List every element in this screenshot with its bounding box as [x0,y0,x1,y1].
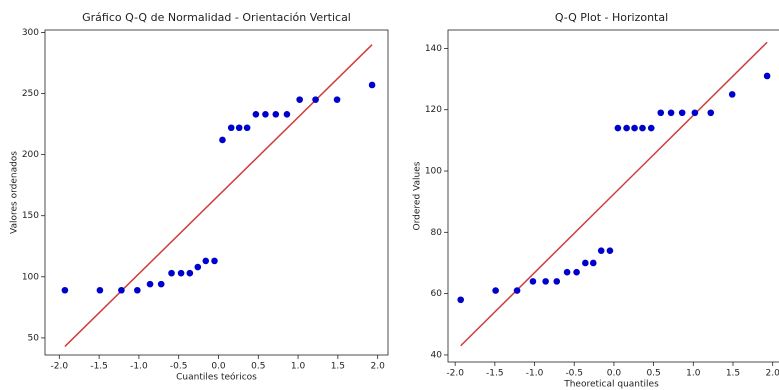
data-point [227,124,235,132]
plot-frame [44,29,389,356]
y-axis-label: Valores ordenados [10,151,20,234]
y-tick-label: 200 [22,150,39,160]
data-point [235,124,243,132]
data-point [168,269,175,277]
data-point [312,96,319,103]
chart-title: Q-Q Plot - Horizontal [555,11,668,24]
x-tick-label: 0.5 [646,369,660,379]
data-point [529,278,537,285]
x-tick-label: 1.5 [726,369,740,379]
y-tick-label: 60 [431,289,443,299]
data-point [707,109,715,117]
x-axis-label: Cuantiles teóricos [176,372,257,383]
data-point [333,96,341,103]
data-point [639,124,646,132]
data-point [368,81,376,89]
x-tick-label: 0.0 [211,362,226,372]
data-point [211,257,218,265]
data-point [728,91,736,98]
x-tick-label: 1.0 [686,369,701,379]
x-tick-label: 1.0 [291,362,306,372]
data-point [553,278,561,285]
x-axis-label: Theoretical quantiles [563,380,659,390]
data-point [763,72,771,80]
x-tick-label: 0.0 [607,369,622,379]
data-point [202,257,210,265]
y-tick-label: 150 [22,211,39,221]
data-point [573,268,580,276]
y-tick-label: 100 [22,272,39,282]
x-tick-label: -1.0 [526,369,544,379]
data-point [631,124,638,132]
x-tick-label: 2.0 [370,362,385,372]
data-point [542,278,549,285]
data-point [296,96,303,103]
chart-title: Gráfico Q-Q de Normalidad - Orientación … [82,11,351,24]
x-tick-label: 2.0 [766,369,779,379]
data-point [134,286,141,294]
data-point [667,109,675,117]
data-point [146,280,154,288]
x-tick-label: -0.5 [565,369,583,379]
data-point [647,124,655,132]
x-tick-label: -0.5 [170,362,188,372]
y-tick-label: 50 [28,333,40,343]
data-point [582,259,589,267]
data-point [691,109,699,117]
fit-line [460,41,768,347]
x-tick-label: -1.5 [486,369,504,379]
data-point [157,280,165,288]
y-tick-label: 100 [425,167,442,177]
x-tick-label: -1.0 [130,362,148,372]
data-point [589,259,597,267]
y-axis-label: Ordered Values [413,161,423,230]
data-point [597,247,605,255]
x-tick-label: -2.0 [446,369,464,379]
x-tick-label: 0.5 [251,362,265,372]
y-tick-label: 120 [425,105,442,115]
data-point [252,111,260,118]
data-point [186,269,194,277]
data-point [96,286,104,294]
data-point [678,109,686,117]
data-point [272,111,280,118]
plot-frame [447,29,779,363]
y-tick-label: 300 [22,28,39,38]
data-point [219,136,226,144]
x-tick-label: -1.5 [90,362,108,372]
data-point [513,287,521,294]
x-tick-label: 1.5 [331,362,345,372]
data-point [177,269,185,277]
data-point [118,286,125,294]
data-point [614,124,622,132]
data-point [623,124,630,132]
data-point [492,287,499,294]
data-point [61,286,69,294]
data-point [194,263,202,271]
data-point [243,124,251,132]
data-point [283,111,291,118]
y-tick-label: 80 [431,228,443,238]
y-tick-label: 140 [425,44,442,54]
data-point [657,109,665,117]
y-tick-label: 40 [431,350,443,360]
data-point [457,296,465,304]
data-point [606,247,614,255]
data-point [262,111,269,118]
y-tick-label: 250 [22,89,39,99]
fit-line [64,44,373,347]
x-tick-label: -2.0 [51,362,69,372]
data-point [563,268,571,276]
